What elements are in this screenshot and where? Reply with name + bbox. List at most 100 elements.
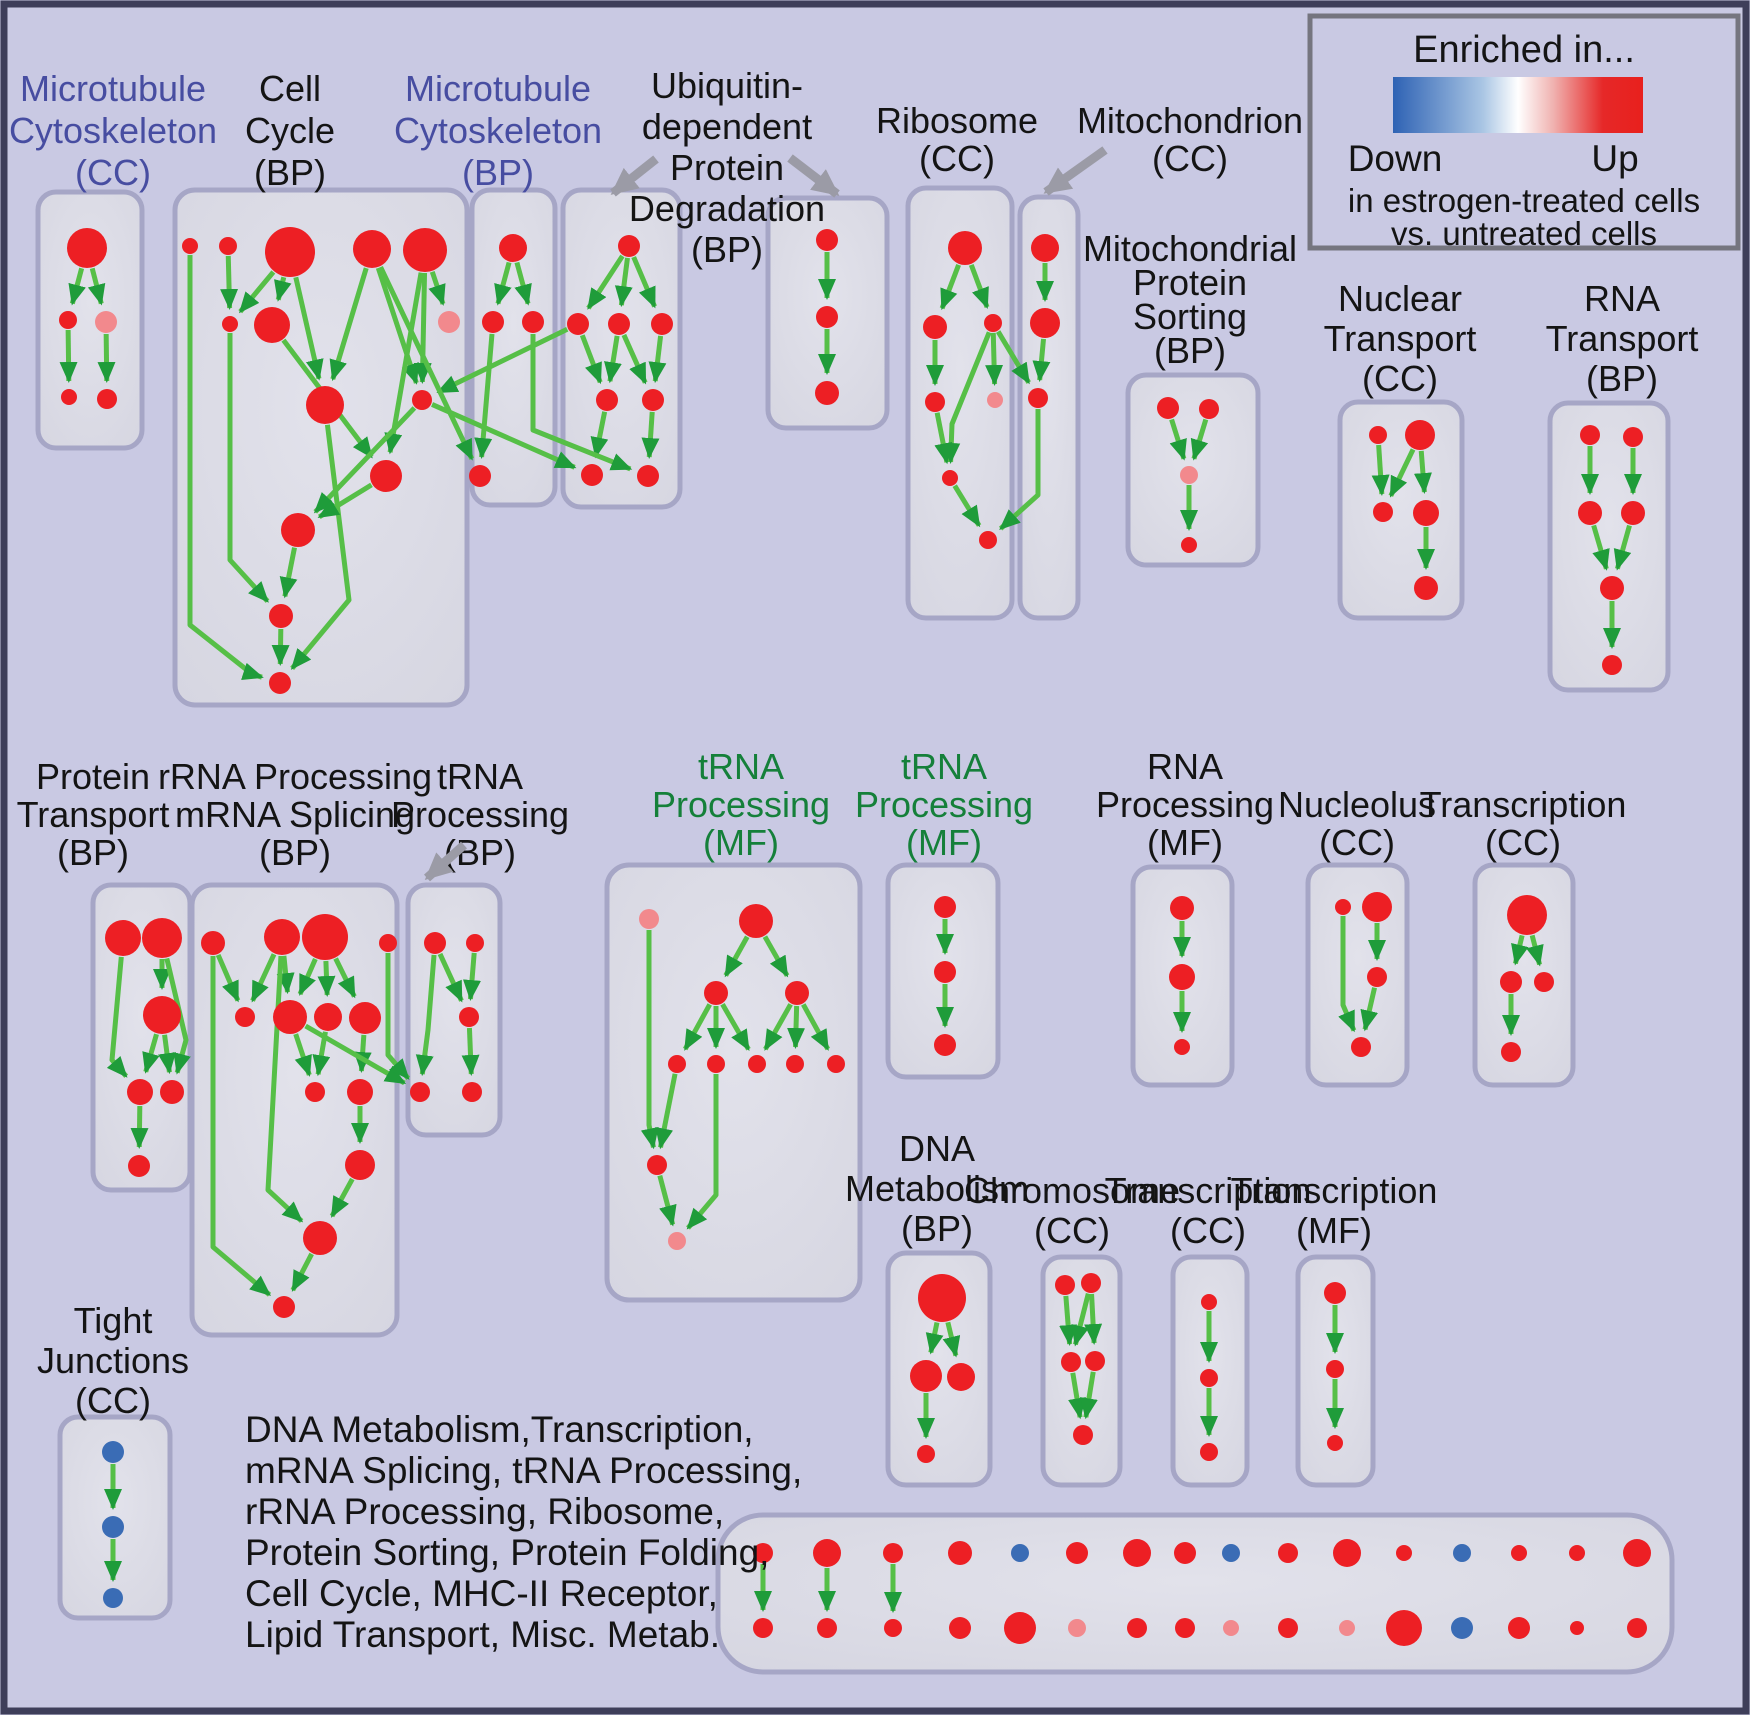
rna-processing-mf-label-line2: Processing: [1096, 784, 1274, 825]
ubiquitin-node-d3: [815, 381, 839, 405]
edge-c9-u7: [431, 402, 577, 470]
microtubule-cc-node-a4: [61, 389, 77, 405]
tight-junctions-node-j3: [103, 1588, 123, 1608]
trna-mf-large-node-g4: [785, 981, 809, 1005]
edge-M4-T4: [385, 953, 411, 1081]
edge-b1-b3: [514, 261, 532, 306]
tight-junctions-label-line1: Tight: [74, 1300, 153, 1341]
ubiquitin-left-arrow: [610, 155, 659, 197]
protein-transport-label-line3: (BP): [57, 832, 129, 873]
trna-mf-large-node-gb4: [786, 1055, 804, 1073]
rrna-mrna-label-line3: (BP): [259, 832, 331, 873]
transcription-cc-1-node-w4: [1501, 1042, 1521, 1062]
cell-cycle-node-c14: [269, 672, 291, 694]
edge-a1-a3: [87, 267, 106, 306]
ubiquitin-node-u2: [567, 313, 589, 335]
edge-M12-M13: [290, 1252, 314, 1292]
edge-y1-y3: [1059, 1295, 1078, 1347]
edge-c12-c13: [279, 547, 298, 599]
misc-pathways-node-bb13: [1451, 1617, 1473, 1639]
ribosome-node-r2: [923, 315, 947, 339]
trna-mf-large-label-line3: (MF): [703, 822, 779, 863]
edge-g5-g6: [657, 1175, 677, 1227]
misc-pathways-node-bt12: [1396, 1545, 1412, 1561]
misc-pathways-node-bb14: [1508, 1617, 1530, 1639]
mito-sorting-label-line4: (BP): [1154, 330, 1226, 371]
nuclear-transport-node-t1: [1369, 426, 1387, 444]
protein-transport-node-p5: [160, 1080, 184, 1104]
chromosome-node-y4: [1085, 1351, 1105, 1371]
edge-b3-u8: [530, 334, 633, 472]
transcription-mf-node-k3: [1327, 1435, 1343, 1451]
microtubule-cc-label-line1: Microtubule: [20, 68, 206, 109]
cell-cycle-node-c6: [222, 316, 238, 332]
edge-g2-g4: [762, 935, 790, 978]
trna-bp-label-line2: Processing: [391, 794, 569, 835]
cell-cycle-node-c2: [219, 237, 237, 255]
microtubule-cc-label-line3: (CC): [75, 152, 151, 193]
rrna-mrna-node-M2: [264, 919, 300, 955]
transcription-mf-label-line1: Transcription: [1231, 1170, 1438, 1211]
edge-g4-gb3: [763, 1003, 793, 1051]
trna-bp-node-T5: [462, 1082, 482, 1102]
microtubule-bp-node-b3: [522, 311, 544, 333]
protein-transport-node-p4: [127, 1079, 153, 1105]
edge-g4-gb4: [787, 1005, 806, 1050]
edge-u4-u6: [648, 335, 667, 384]
edge-gb1-g5: [655, 1073, 678, 1150]
ubiquitin-box: [560, 187, 683, 510]
edge-u1-u3: [614, 257, 633, 308]
rrna-mrna-node-M9: [305, 1082, 325, 1102]
misc-pathways-node-bt6: [1066, 1542, 1088, 1564]
ubiquitin-label-line1: Ubiquitin-: [651, 65, 803, 106]
edge-c4-c10: [329, 267, 369, 382]
transcription-cc-1-node-w2: [1500, 971, 1522, 993]
microtubule-cc-node-a3: [95, 311, 117, 333]
edge-c10-c14: [290, 424, 352, 670]
misc-pathways-label-line1: DNA Metabolism,Transcription,: [245, 1409, 754, 1450]
ubiquitin-node-u6: [642, 389, 664, 411]
dna-metabolism-node-x3: [947, 1363, 975, 1391]
misc-pathways-node-bt4: [948, 1541, 972, 1565]
dna-metabolism-label-line2: Metabolism: [845, 1168, 1029, 1209]
transcription-cc-2-node-z3: [1200, 1443, 1218, 1461]
layer-edges: [59, 252, 1642, 1613]
chromosome-node-y5: [1073, 1425, 1093, 1445]
trna-mf-small-node-h1: [934, 896, 956, 918]
edge-c5-c9: [413, 272, 432, 385]
layer-labels: MicrotubuleCytoskeleton(CC)CellCycle(BP)…: [9, 13, 1741, 1655]
microtubule-bp-node-b2: [482, 311, 504, 333]
edge-y4-y5: [1080, 1371, 1098, 1420]
dna-metabolism-node-x4: [917, 1445, 935, 1463]
rna-transport-node-v6: [1602, 655, 1622, 675]
trna-mf-large-node-g1: [639, 909, 659, 929]
edge-c9-c12: [313, 406, 417, 514]
edge-c3-c10: [293, 276, 324, 381]
misc-pathways-node-bb1: [753, 1618, 773, 1638]
mito-sorting-node-s2: [1199, 399, 1219, 419]
rna-processing-mf-label-line1: RNA: [1147, 746, 1223, 787]
rna-processing-mf-node-q1: [1170, 896, 1194, 920]
edge-u1-u2: [586, 254, 625, 310]
nuclear-transport-node-t3: [1373, 502, 1393, 522]
rrna-mrna-box: [189, 882, 400, 1338]
microtubule-cc-label-line2: Cytoskeleton: [9, 110, 217, 151]
misc-pathways-node-bb12: [1386, 1610, 1422, 1646]
rrna-mrna-node-M6: [273, 1000, 307, 1034]
ubiquitin-node-d1: [816, 229, 838, 251]
edge-g4-gb5: [801, 1003, 831, 1051]
rrna-mrna-node-M1: [201, 931, 225, 955]
trna-bp-node-T4: [410, 1082, 430, 1102]
chromosome-node-y1: [1055, 1275, 1075, 1295]
transcription-cc-1-node-w1: [1507, 895, 1547, 935]
ribosome-node-r3: [984, 314, 1002, 332]
nucleolus-node-e4: [1351, 1037, 1371, 1057]
mito-sorting-node-s3: [1180, 466, 1198, 484]
misc-pathways-node-bb8: [1175, 1618, 1195, 1638]
trna-mf-large-node-g6: [668, 1232, 686, 1250]
rrna-mrna-node-M7: [314, 1003, 342, 1031]
transcription-cc-1-node-w3: [1534, 972, 1554, 992]
trna-mf-small-node-h3: [934, 1034, 956, 1056]
trna-bp-label-line1: tRNA: [437, 756, 523, 797]
